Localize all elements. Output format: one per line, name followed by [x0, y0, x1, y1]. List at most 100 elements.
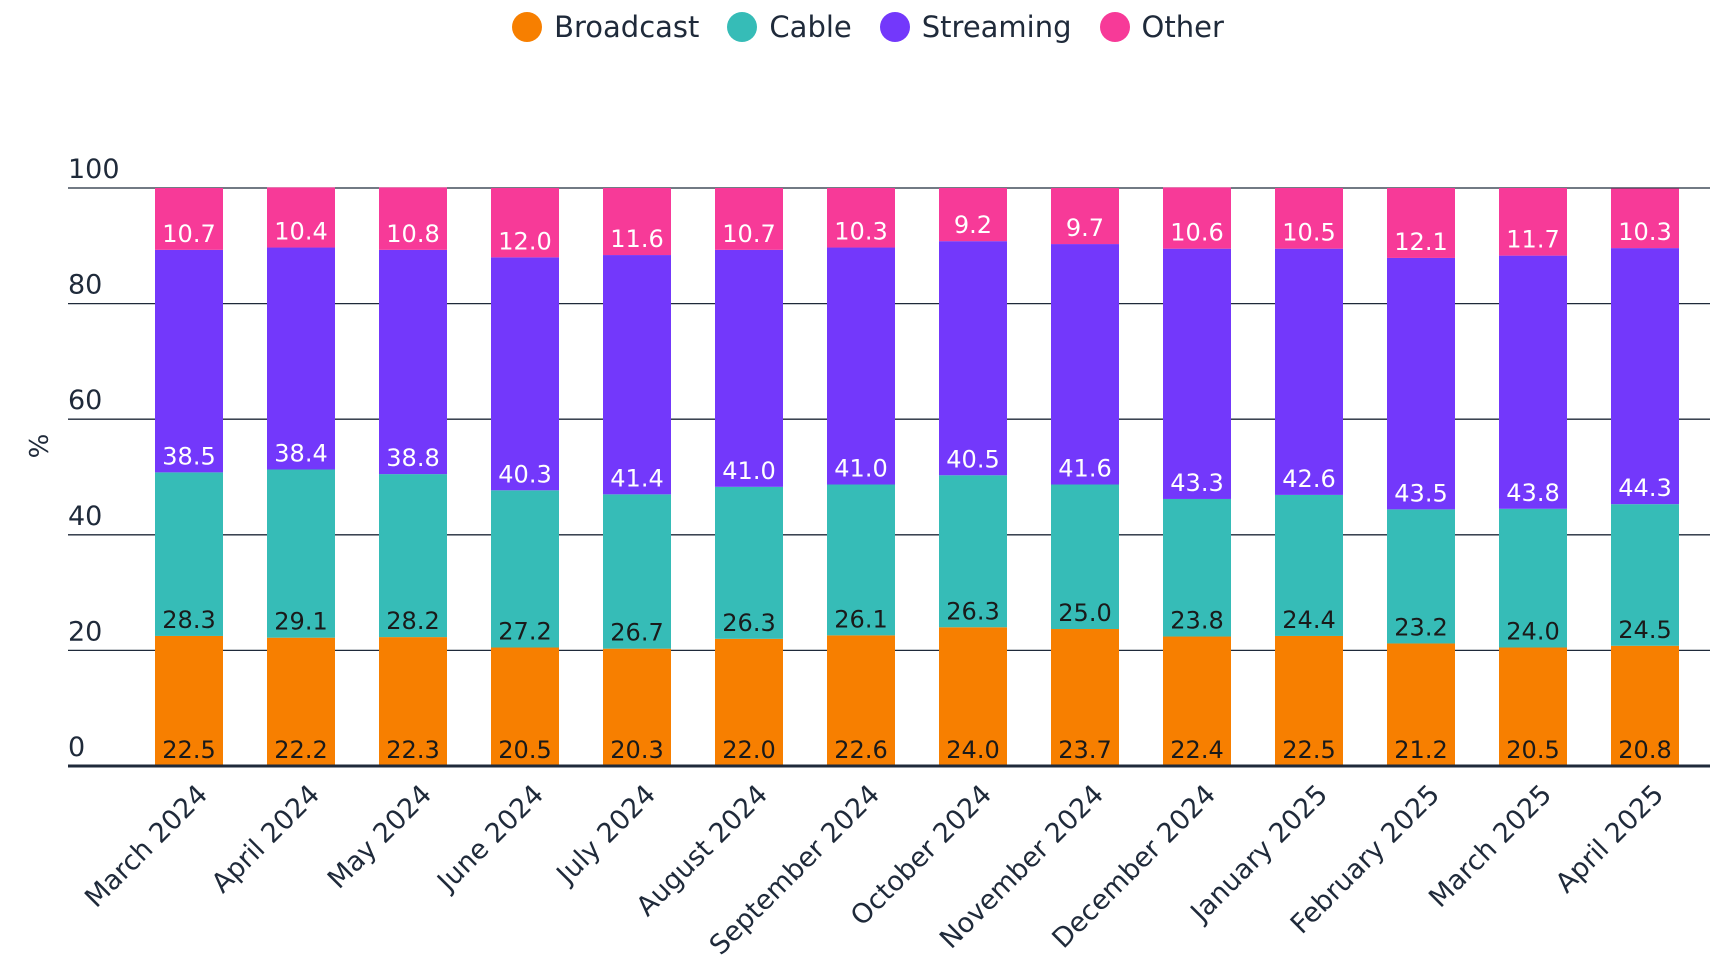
data-label: 24.5: [1618, 616, 1671, 644]
y-tick-label: 80: [68, 270, 102, 301]
bar-segment-cable: [715, 486, 783, 639]
bar-segment-cable: [1499, 508, 1567, 648]
data-label: 28.3: [162, 606, 215, 634]
data-label: 10.6: [1170, 219, 1223, 247]
data-label: 44.3: [1618, 474, 1671, 502]
data-label: 10.7: [722, 220, 775, 248]
bar-segment-streaming: [379, 249, 447, 475]
chart-legend: Broadcast Cable Streaming Other: [0, 10, 1736, 44]
legend-label: Cable: [769, 10, 852, 44]
legend-label: Streaming: [921, 10, 1072, 44]
data-label: 24.0: [1506, 618, 1559, 646]
x-tick-label: May 2024: [322, 779, 438, 895]
bar-segment-other: [1163, 187, 1231, 249]
data-label: 23.7: [1058, 736, 1111, 764]
data-label: 27.2: [498, 618, 551, 646]
bar-segment-broadcast: [267, 637, 335, 766]
bar-segment-streaming: [1611, 248, 1679, 505]
data-label: 22.4: [1170, 736, 1223, 764]
data-label: 26.3: [946, 597, 999, 625]
data-label: 43.5: [1394, 479, 1447, 507]
bar-segment-other: [1499, 188, 1567, 256]
data-label: 41.4: [610, 464, 663, 492]
data-label: 41.0: [834, 455, 887, 483]
legend-item-cable: Cable: [727, 10, 852, 44]
y-tick-label: 0: [68, 732, 85, 763]
bar-segment-broadcast: [1499, 647, 1567, 766]
data-label: 38.8: [386, 444, 439, 472]
data-label: 22.5: [1282, 736, 1335, 764]
data-label: 38.5: [162, 442, 215, 470]
bar-segment-other: [939, 188, 1007, 242]
bar-segment-other: [603, 188, 671, 256]
bar-segment-cable: [939, 475, 1007, 628]
data-label: 9.2: [954, 211, 992, 239]
bar-segment-other: [491, 188, 559, 258]
bar-segment-broadcast: [1275, 635, 1343, 766]
bar-segment-streaming: [1275, 248, 1343, 495]
data-label: 40.3: [498, 460, 551, 488]
bar-segment-streaming: [939, 241, 1007, 476]
x-tick-label: April 2025: [1550, 779, 1670, 899]
legend-item-streaming: Streaming: [879, 10, 1072, 44]
x-tick-label: June 2024: [430, 779, 550, 899]
data-label: 24.4: [1282, 606, 1335, 634]
data-label: 41.0: [722, 457, 775, 485]
bar-segment-cable: [603, 494, 671, 649]
bar-segment-other: [1387, 188, 1455, 258]
bar-segment-streaming: [267, 247, 335, 470]
bar-segment-cable: [827, 484, 895, 636]
data-label: 20.8: [1618, 736, 1671, 764]
data-label: 22.5: [162, 736, 215, 764]
data-label: 10.7: [162, 220, 215, 248]
bar-segment-cable: [379, 474, 447, 638]
legend-swatch: [512, 12, 543, 42]
data-label: 23.2: [1394, 613, 1447, 641]
data-label: 11.6: [610, 225, 663, 253]
data-label: 10.3: [834, 218, 887, 246]
legend-label: Other: [1141, 10, 1224, 44]
bar-segment-cable: [267, 469, 335, 638]
bar-segment-streaming: [1499, 255, 1567, 509]
data-label: 28.2: [386, 607, 439, 635]
data-labels: 22.5 28.3 38.5 10.7 22.2 29.1 38.4 10.4 22.3 28.2…: [162, 211, 1671, 764]
x-tick-label: July 2024: [550, 779, 662, 891]
bar-segment-cable: [1275, 494, 1343, 636]
data-label: 12.1: [1394, 228, 1447, 256]
bar-segment-streaming: [155, 249, 223, 473]
data-label: 10.8: [386, 220, 439, 248]
data-label: 10.5: [1282, 219, 1335, 247]
bar-segment-broadcast: [379, 637, 447, 766]
data-label: 11.7: [1506, 226, 1559, 254]
bar-segment-streaming: [827, 247, 895, 485]
data-label: 10.4: [274, 218, 327, 246]
data-label: 22.6: [834, 736, 887, 764]
bars: [155, 187, 1679, 766]
legend-item-broadcast: Broadcast: [512, 10, 699, 44]
data-label: 41.6: [1058, 455, 1111, 483]
data-label: 43.8: [1506, 479, 1559, 507]
bar-segment-other: [155, 188, 223, 250]
legend-swatch: [879, 12, 910, 42]
data-label: 40.5: [946, 445, 999, 473]
bar-segment-other: [267, 187, 335, 248]
data-label: 23.8: [1170, 607, 1223, 635]
bar-segment-cable: [1163, 498, 1231, 637]
legend-item-other: Other: [1099, 10, 1224, 44]
bar-segment-broadcast: [155, 635, 223, 766]
bar-segment-other: [827, 188, 895, 248]
data-label: 22.3: [386, 736, 439, 764]
bar-segment-cable: [1387, 509, 1455, 644]
data-label: 26.1: [834, 605, 887, 633]
bar-segment-other: [1275, 188, 1343, 249]
bar-segment-streaming: [1051, 244, 1119, 485]
y-tick-label: 40: [68, 501, 102, 532]
bar-segment-broadcast: [1163, 636, 1231, 766]
data-label: 12.0: [498, 227, 551, 255]
data-label: 22.0: [722, 736, 775, 764]
bar-segment-cable: [1051, 484, 1119, 630]
data-label: 10.3: [1618, 218, 1671, 246]
legend-swatch: [1099, 12, 1130, 42]
data-label: 9.7: [1066, 214, 1104, 242]
